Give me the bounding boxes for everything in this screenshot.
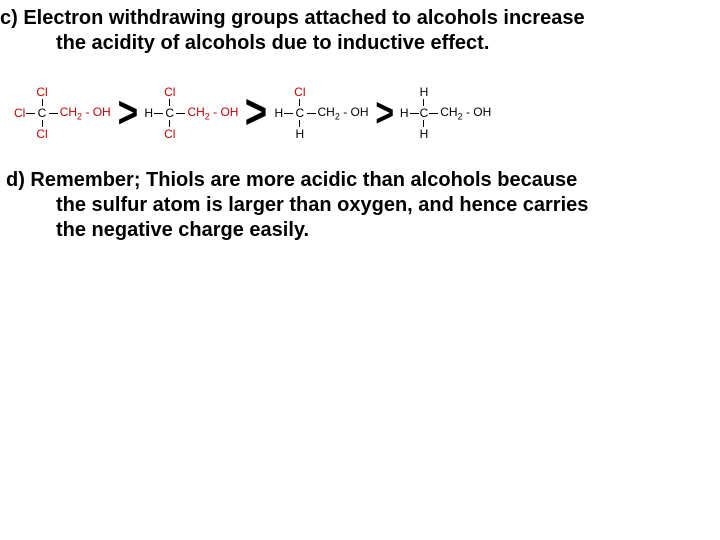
- atom-label: Cl: [164, 86, 175, 98]
- greater-than-icon: >: [245, 89, 267, 137]
- bond-horizontal: [176, 113, 185, 114]
- atom-label: Cl: [164, 128, 175, 140]
- para-c-line1: c) Electron withdrawing groups attached …: [0, 6, 700, 31]
- slide-page: c) Electron withdrawing groups attached …: [0, 0, 720, 540]
- molecule: H Cl CH CH2 - OH: [275, 83, 369, 143]
- atom-label: H: [420, 86, 429, 98]
- bond-horizontal: [49, 113, 58, 114]
- para-d-line2: the sulfur atom is larger than oxygen, a…: [6, 193, 706, 218]
- bond-vertical: [169, 99, 170, 106]
- para-d-line3: the negative charge easily.: [6, 218, 706, 243]
- atom-label: H: [420, 128, 429, 140]
- bond-vertical: [42, 120, 43, 127]
- bond-vertical: [42, 99, 43, 106]
- bond-vertical: [423, 99, 424, 106]
- molecule-center-column: HCH: [420, 86, 429, 140]
- bond-vertical: [423, 120, 424, 127]
- molecule: Cl Cl C Cl CH2 - OH: [14, 83, 111, 143]
- atom-label: C: [165, 107, 174, 119]
- molecule: HHCHCH2 - OH: [400, 83, 491, 143]
- atom-label: H: [296, 128, 305, 140]
- bond-vertical: [169, 120, 170, 127]
- acidity-order-diagram: ClClCClCH2 - OH>HClCClCH2 - OH>HClCHCH2 …: [14, 78, 714, 148]
- bond-vertical: [299, 99, 300, 106]
- paragraph-d: d) Remember; Thiols are more acidic than…: [6, 168, 706, 243]
- bond-horizontal: [284, 113, 293, 114]
- paragraph-c: c) Electron withdrawing groups attached …: [0, 6, 700, 56]
- atom-label: Cl: [36, 86, 47, 98]
- atom-label: C: [420, 107, 429, 119]
- atom-label: Cl: [294, 86, 305, 98]
- para-d-line1: d) Remember; Thiols are more acidic than…: [6, 168, 706, 193]
- atom-label: H: [144, 106, 153, 120]
- atom-label: H: [275, 106, 284, 120]
- para-c-line2: the acidity of alcohols due to inductive…: [0, 31, 700, 56]
- bond-horizontal: [154, 113, 163, 114]
- molecule-center-column: Cl C Cl: [36, 86, 47, 140]
- greater-than-icon: >: [375, 93, 394, 133]
- molecule-tail: CH2 - OH: [318, 105, 369, 121]
- atom-label: H: [400, 106, 409, 120]
- atom-label: Cl: [14, 106, 25, 120]
- molecule-tail: CH2 - OH: [440, 105, 491, 121]
- greater-than-icon: >: [117, 91, 138, 135]
- molecule: H Cl C Cl CH2 - OH: [144, 83, 238, 143]
- molecule-center-column: Cl CH: [294, 86, 305, 140]
- atom-label: C: [38, 107, 47, 119]
- bond-horizontal: [410, 113, 419, 114]
- molecule-center-column: Cl C Cl: [164, 86, 175, 140]
- molecule-tail: CH2 - OH: [187, 105, 238, 121]
- bond-horizontal: [429, 113, 438, 114]
- bond-vertical: [299, 120, 300, 127]
- bond-horizontal: [307, 113, 316, 114]
- bond-horizontal: [26, 113, 35, 114]
- atom-label: Cl: [36, 128, 47, 140]
- atom-label: C: [296, 107, 305, 119]
- molecule-tail: CH2 - OH: [60, 105, 111, 121]
